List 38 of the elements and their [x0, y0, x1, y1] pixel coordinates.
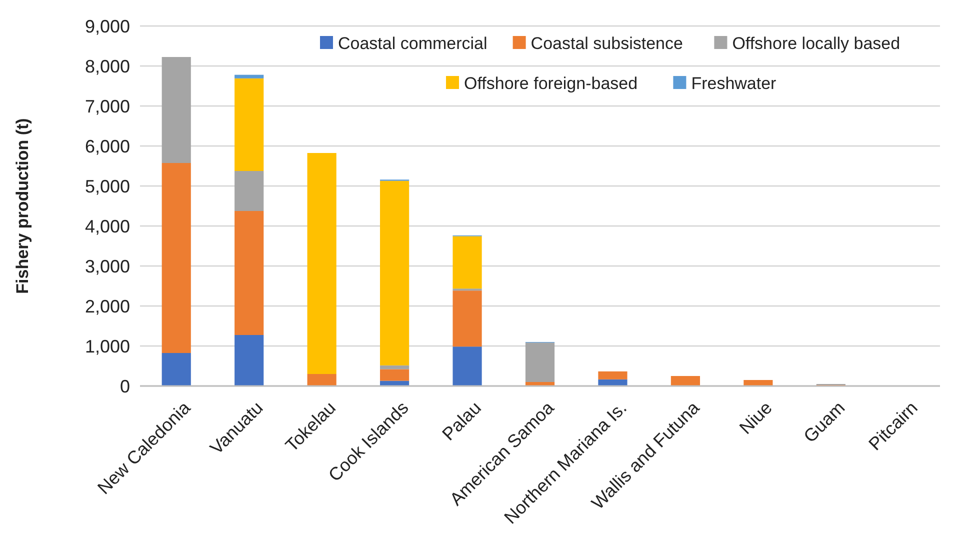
- bar: [162, 57, 191, 163]
- bar: [234, 211, 264, 335]
- y-tick-label: 8,000: [84, 56, 130, 76]
- bar: [452, 236, 482, 289]
- y-tick-label: 2,000: [84, 296, 130, 316]
- bar: [162, 353, 191, 386]
- bar: [744, 380, 773, 386]
- y-tick-label: 7,000: [84, 96, 130, 116]
- legend-label: Freshwater: [691, 74, 777, 93]
- bar: [380, 365, 410, 370]
- y-axis-title: Fishery production (t): [13, 118, 32, 294]
- bar: [234, 78, 264, 171]
- bar: [452, 346, 482, 386]
- x-tick-label: Niue: [736, 398, 776, 438]
- legend-label: Coastal subsistence: [530, 34, 683, 53]
- bar: [234, 74, 264, 78]
- bar: [307, 374, 336, 386]
- legend-label: Offshore foreign-based: [464, 74, 638, 93]
- bar: [234, 171, 264, 211]
- bar: [380, 369, 410, 381]
- legend-label: Coastal commercial: [338, 34, 488, 53]
- y-tick-label: 1,000: [84, 336, 130, 356]
- bar: [380, 180, 410, 366]
- bar: [598, 379, 628, 386]
- bar: [234, 335, 264, 386]
- y-tick-label: 5,000: [84, 176, 130, 196]
- bar: [598, 371, 628, 380]
- bar: [525, 342, 555, 382]
- y-tick-label: 0: [120, 376, 130, 396]
- y-tick-label: 6,000: [84, 136, 130, 156]
- y-tick-label: 9,000: [84, 16, 130, 36]
- bar: [162, 163, 191, 353]
- y-tick-label: 4,000: [84, 216, 130, 236]
- y-tick-label: 3,000: [84, 256, 130, 276]
- bar: [452, 290, 482, 347]
- bar: [670, 376, 700, 386]
- legend-label: Offshore locally based: [732, 34, 900, 53]
- bar: [307, 153, 336, 374]
